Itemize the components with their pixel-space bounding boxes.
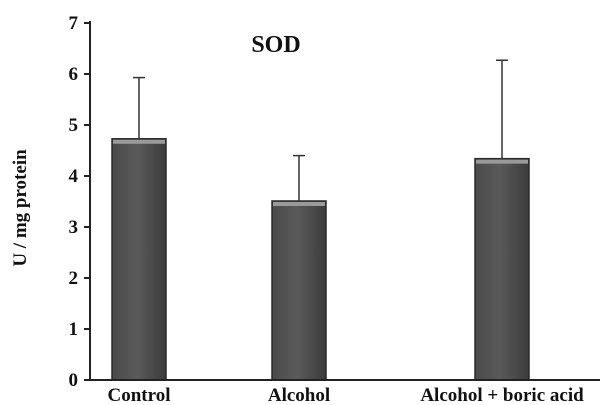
y-axis-ticks: 0 1 2 3 4 5 6 7 [69,13,90,391]
bar-top-highlight-0 [113,139,165,144]
y-tick-label-1: 1 [69,319,79,340]
x-category-label-2: Alcohol + boric acid [420,385,584,405]
bars [111,138,530,381]
bar-alcohol [271,200,327,381]
y-tick-label-3: 3 [69,217,79,238]
x-axis-labels: Control Alcohol Alcohol + boric acid [108,385,585,405]
x-category-label-1: Alcohol [268,385,330,405]
y-tick-label-4: 4 [69,166,79,187]
y-axis-label: U / mg protein [10,149,31,267]
bar-top-highlight-2 [476,159,528,164]
chart-title: SOD [251,32,300,58]
y-tick-label-2: 2 [69,268,79,289]
y-tick-label-6: 6 [69,64,79,85]
bar-control [111,138,167,381]
x-category-label-0: Control [108,385,171,405]
bar-top-highlight-1 [273,201,325,206]
y-tick-label-7: 7 [69,13,79,34]
y-tick-label-5: 5 [69,115,79,136]
bar-alcohol-boric-acid [474,157,530,381]
y-tick-label-0: 0 [69,370,79,391]
error-bars [133,59,508,201]
